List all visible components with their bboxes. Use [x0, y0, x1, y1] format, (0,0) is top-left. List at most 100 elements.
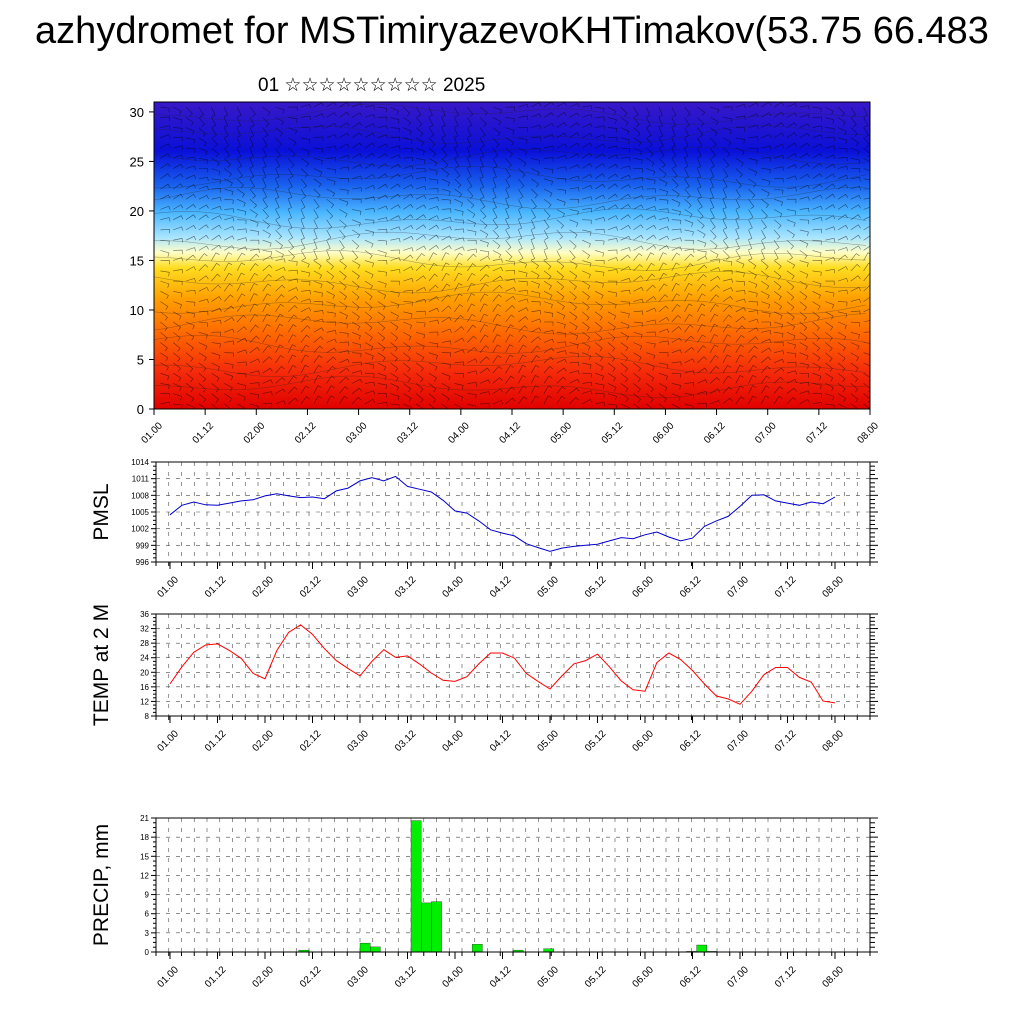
wind-barb: [403, 193, 414, 200]
wind-barb: [236, 198, 246, 207]
wind-barb: [185, 203, 196, 210]
wind-barb: [364, 311, 373, 321]
wind-barb: [837, 266, 849, 272]
wind-barb: [173, 249, 183, 255]
wind-barb: [479, 391, 490, 396]
wind-barb: [530, 385, 539, 394]
wind-barb: [173, 393, 183, 401]
wind-barb: [390, 321, 399, 331]
y-tick-label: 8: [145, 712, 150, 721]
wind-barb: [377, 401, 388, 407]
wind-barb: [569, 370, 580, 375]
wind-barb: [748, 336, 759, 343]
wind-barb: [850, 195, 861, 200]
wind-barb: [275, 267, 286, 272]
wind-barb: [173, 204, 184, 210]
wind-barb: [454, 117, 459, 128]
wind-barb: [467, 263, 476, 272]
wind-barb: [671, 293, 680, 302]
wind-barb: [837, 342, 846, 352]
wind-barb: [454, 237, 465, 242]
wind-barb: [518, 280, 528, 286]
wind-barb: [684, 253, 694, 261]
wind-barb: [479, 379, 491, 384]
wind-barb: [863, 320, 870, 323]
wind-barb: [684, 382, 695, 387]
wind-barb: [761, 240, 766, 251]
wind-barb: [748, 345, 758, 353]
wind-barb: [479, 199, 486, 210]
wind-barb: [748, 327, 759, 333]
wind-barb: [262, 137, 268, 148]
wind-barb: [339, 395, 348, 405]
wind-barb: [300, 229, 305, 241]
wind-barb: [428, 331, 439, 336]
page-title: azhydromet for MSTimiryazevoKHTimakov(53…: [35, 10, 989, 52]
wind-barb: [620, 106, 628, 117]
wind-barb: [633, 147, 643, 156]
wind-barb: [684, 158, 689, 169]
wind-barb: [467, 209, 476, 218]
wind-barb: [697, 188, 702, 200]
wind-barb: [633, 245, 644, 251]
wind-barb: [710, 377, 720, 384]
wind-barb: [825, 372, 834, 382]
wind-barb: [607, 193, 618, 200]
wind-barb: [505, 375, 515, 384]
wind-barb: [543, 280, 552, 290]
x-tick-label: 01.00: [155, 964, 181, 990]
wind-barb: [748, 229, 753, 241]
wind-barb: [211, 273, 221, 282]
wind-barb: [710, 106, 720, 114]
wind-barb: [454, 393, 464, 401]
x-tick-label: 07.00: [725, 574, 751, 600]
wind-barb: [492, 275, 503, 282]
wind-barb: [786, 250, 794, 261]
wind-barb: [684, 282, 693, 292]
wind-barb: [659, 352, 669, 357]
wind-barb: [211, 383, 220, 393]
wind-barb: [479, 293, 489, 302]
wind-barb: [543, 395, 552, 405]
wind-barb: [185, 289, 196, 295]
wind-barb: [505, 188, 510, 200]
wind-barb: [236, 127, 241, 138]
wind-barb: [326, 122, 337, 128]
wind-barb: [595, 259, 605, 265]
y-tick-label: 9: [145, 891, 150, 900]
wind-barb: [492, 199, 497, 210]
wind-barb: [556, 178, 567, 183]
wind-barb: [722, 250, 730, 260]
wind-barb: [530, 395, 540, 405]
wind-barb: [518, 250, 524, 261]
wind-barb: [735, 396, 745, 405]
wind-barb: [237, 209, 247, 216]
wind-barb: [390, 136, 401, 142]
wind-barb: [863, 296, 870, 302]
wind-barb: [160, 183, 171, 190]
wind-barb: [658, 328, 670, 333]
wind-barb: [761, 291, 770, 300]
wind-barb: [479, 137, 485, 148]
wind-barb: [684, 198, 692, 209]
wind-barb: [786, 112, 797, 118]
wind-barb: [620, 247, 631, 252]
wind-barb: [709, 303, 719, 312]
wind-barb: [249, 147, 254, 159]
x-tick-label: 06.00: [630, 964, 656, 990]
wind-barb: [825, 173, 836, 180]
chart-subtitle: 01 ☆☆☆☆☆☆☆☆☆ 2025: [258, 75, 486, 96]
wind-barb: [467, 282, 476, 292]
wind-barb: [620, 165, 631, 170]
wind-barb: [249, 303, 258, 312]
wind-barb: [479, 403, 490, 408]
wind-barb: [454, 403, 463, 409]
wind-barb: [620, 203, 631, 210]
wind-barb: [837, 137, 848, 144]
wind-barb: [850, 383, 859, 393]
wind-barb: [658, 383, 668, 392]
wind-barb: [773, 367, 785, 374]
bar: [472, 944, 483, 953]
wind-barb: [428, 296, 439, 302]
wind-barb: [812, 259, 822, 265]
